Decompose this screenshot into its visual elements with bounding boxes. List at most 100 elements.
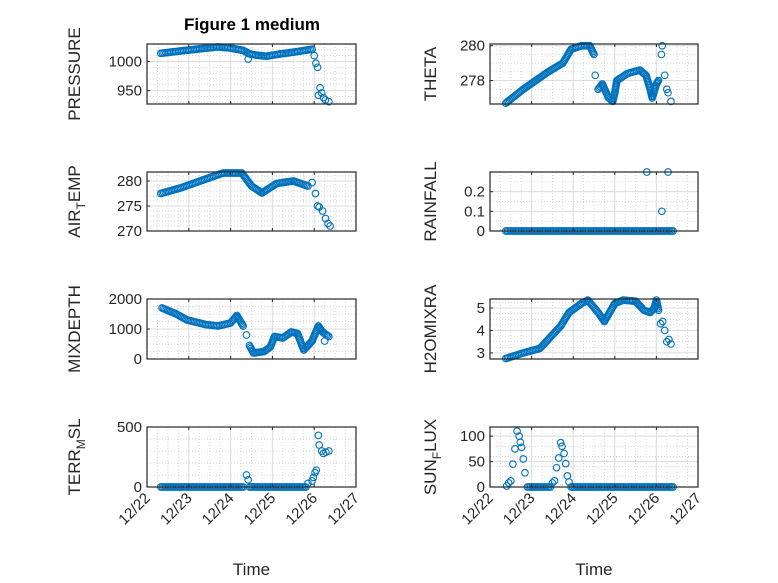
y-tick-label: 4 xyxy=(477,322,485,339)
y-label-text: SUN xyxy=(421,459,440,495)
data-point xyxy=(239,322,247,330)
x-tick-label: 12/26 xyxy=(282,490,321,529)
data-point xyxy=(513,427,521,435)
y-axis-label: MIXDEPTH xyxy=(65,285,84,373)
y-tick-label: 500 xyxy=(117,419,142,436)
axes-mixdepth: 0 1000 2000 MIXDEPTH xyxy=(65,285,357,373)
data-point xyxy=(591,71,600,80)
data-point xyxy=(561,459,570,468)
y-label-text: PRESSURE xyxy=(65,27,84,121)
data-point xyxy=(556,438,565,447)
y-label-text: SL xyxy=(65,418,84,439)
y-axis-label: SUNFLUX xyxy=(421,419,444,495)
y-label-text: H2OMIXRA xyxy=(421,284,440,373)
data-point xyxy=(320,337,329,345)
data-point xyxy=(590,50,598,59)
data-point xyxy=(256,188,265,196)
axes-air-temp: 270 275 280 AIRTEMP xyxy=(65,165,357,240)
axes-h2omixra: 3 4 5 H2OMIXRA xyxy=(421,284,699,373)
data-point xyxy=(324,447,333,455)
y-tick-label: 278 xyxy=(460,73,485,90)
data-point xyxy=(660,71,669,80)
data-point xyxy=(506,477,515,485)
y-tick-label: 0 xyxy=(477,223,485,240)
y-label-text: THETA xyxy=(421,46,440,101)
data-point xyxy=(654,76,663,85)
data-point xyxy=(667,97,675,106)
y-tick-label: 3 xyxy=(477,345,485,362)
data-point xyxy=(656,319,665,328)
data-point xyxy=(308,178,316,187)
data-point xyxy=(654,306,663,315)
y-tick-label: 2000 xyxy=(109,291,142,308)
y-label-text: MIXDEPTH xyxy=(65,285,84,373)
data-point xyxy=(313,63,322,72)
data-point xyxy=(314,431,323,440)
x-tick-label: 12/25 xyxy=(241,490,280,529)
x-tick-label: 12/27 xyxy=(666,490,705,529)
data-point xyxy=(657,50,666,59)
data-point xyxy=(324,97,333,106)
y-tick-label: 270 xyxy=(117,223,142,240)
axes-box xyxy=(146,426,357,488)
axes-box xyxy=(489,426,699,488)
axes-box xyxy=(146,43,357,105)
x-tick-label: 12/25 xyxy=(583,490,622,529)
data-point xyxy=(558,442,566,451)
y-label-text: AIR xyxy=(65,209,84,237)
y-label-text: RAINFALL xyxy=(421,161,440,241)
data-point xyxy=(664,88,672,97)
data-point xyxy=(660,326,669,335)
data-point xyxy=(665,335,673,344)
y-tick-label: 0 xyxy=(477,479,485,496)
data-point xyxy=(504,479,513,487)
y-axis-label: PRESSURE xyxy=(65,27,84,121)
x-tick-label: 12/24 xyxy=(541,490,580,529)
data-point xyxy=(308,477,316,485)
data-point xyxy=(552,463,561,472)
data-point xyxy=(313,202,322,210)
x-tick-label: 12/23 xyxy=(157,490,196,529)
y-axis-label: RAINFALL xyxy=(421,161,440,241)
axes-box xyxy=(489,298,699,360)
data-point xyxy=(509,460,517,468)
y-tick-label: 275 xyxy=(117,198,142,215)
data-point xyxy=(554,454,563,462)
data-point xyxy=(658,41,667,50)
data-point xyxy=(658,317,667,326)
data-point xyxy=(324,219,332,228)
data-point xyxy=(326,222,334,230)
x-axis-label: Time xyxy=(575,560,612,579)
y-tick-label: 0 xyxy=(134,351,142,368)
data-point xyxy=(548,479,557,487)
data-point xyxy=(244,475,253,484)
data-point xyxy=(309,473,318,482)
data-point xyxy=(316,83,324,92)
y-tick-label: 5 xyxy=(477,300,485,317)
y-tick-label: 280 xyxy=(117,173,142,190)
data-point xyxy=(519,455,528,463)
y-tick-label: 1000 xyxy=(109,53,142,70)
figure-title: Figure 1 medium xyxy=(184,15,320,34)
data-point xyxy=(516,438,525,447)
axes-box xyxy=(489,171,699,232)
y-tick-label: 100 xyxy=(460,428,485,445)
data-point xyxy=(667,340,675,348)
data-point xyxy=(312,466,321,475)
axes-box xyxy=(146,171,357,232)
data-point xyxy=(312,59,320,68)
y-label-text: EMP xyxy=(65,165,84,202)
data-point xyxy=(242,471,251,479)
data-point xyxy=(242,331,251,339)
y-label-text: TERR xyxy=(65,449,84,495)
data-point xyxy=(550,477,559,485)
data-point xyxy=(662,337,671,346)
axes-pressure: 950 1000 PRESSURE xyxy=(65,27,357,121)
y-tick-label: 0.2 xyxy=(464,184,485,201)
data-point xyxy=(565,478,573,486)
axes-box xyxy=(489,43,699,105)
y-tick-label: 0 xyxy=(134,479,142,496)
data-point xyxy=(319,93,328,102)
